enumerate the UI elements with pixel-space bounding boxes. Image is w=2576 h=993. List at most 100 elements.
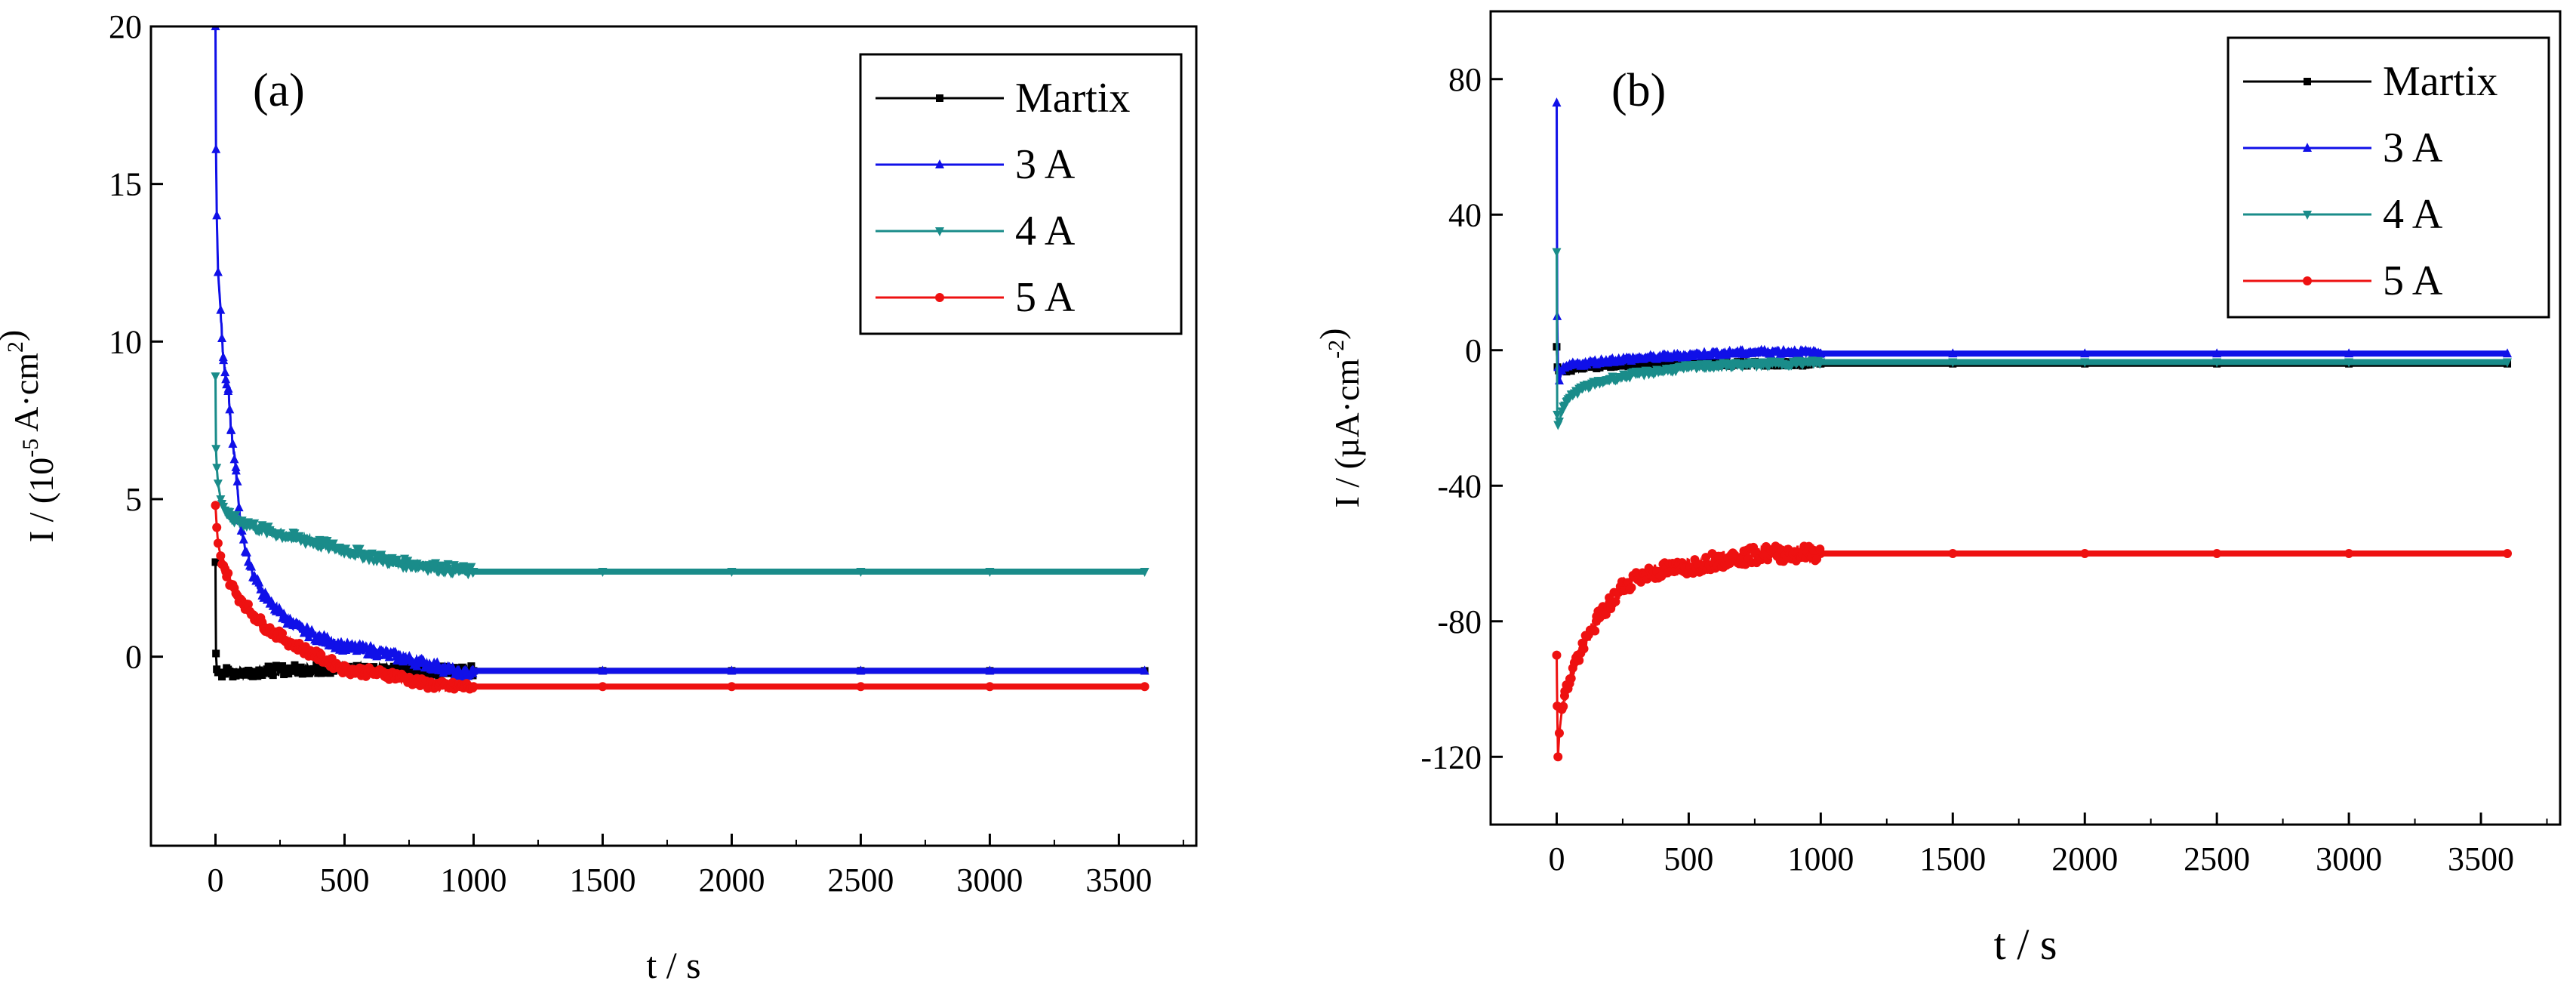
data-point [316,649,326,659]
data-point [727,682,737,692]
x-tick-label: 1000 [1787,840,1854,877]
x-tick-label: 500 [319,862,369,899]
y-label-part: 2 [3,341,28,353]
y-tick-label: -80 [1437,603,1482,640]
legend-marker [2303,143,2312,152]
data-point [435,561,445,571]
data-point [1590,626,1600,636]
data-point [985,665,995,675]
data-point [216,495,226,504]
data-point [2212,348,2222,358]
data-point [467,662,475,671]
data-point [1815,348,1825,358]
data-point [269,671,277,680]
data-point [1815,359,1825,369]
x-axis-label: t / s [646,944,700,986]
series-3-a [1552,97,2513,385]
x-axis-label: t / s [1994,920,2057,969]
data-point [217,333,227,343]
data-point [312,661,321,669]
data-point [1140,665,1150,675]
legend-label: 3 A [1015,141,1076,188]
data-point [432,657,442,667]
y-label-part: I / (10 [22,458,60,542]
data-point [1948,348,1958,358]
data-point [1554,728,1564,738]
data-point [312,636,322,646]
data-point [311,665,319,673]
data-point [232,476,242,486]
data-point [212,649,220,658]
y-tick-label: 15 [109,166,142,203]
data-point [220,367,230,377]
series-5-a [211,501,1150,694]
x-tick-label: 1000 [440,862,506,899]
data-point [1812,554,1822,564]
data-point [431,559,441,569]
data-point [1579,644,1589,654]
x-tick-label: 2500 [2184,840,2250,877]
data-point [468,668,478,677]
y-label-part: A·cm [7,353,45,439]
data-point [985,682,995,692]
panel-label: (a) [253,65,305,116]
data-point [1611,597,1620,606]
data-point [2344,348,2354,358]
data-point [231,510,241,520]
data-point [322,631,332,641]
series-4-a [1552,248,2513,430]
data-point [211,143,221,153]
data-point [211,445,221,455]
y-tick-label: 5 [125,481,142,518]
data-point [468,569,478,578]
y-tick-label: -40 [1437,467,1482,504]
axes-frame [149,25,1198,847]
series-line [1556,543,2507,757]
x-tick-label: 3000 [956,862,1023,899]
x-tick-label: 0 [1548,840,1565,877]
data-point [214,668,222,677]
data-point [435,671,443,680]
data-point [856,567,866,577]
data-point [1566,674,1576,683]
y-tick-label: -120 [1420,739,1482,776]
x-tick-label: 500 [1663,840,1713,877]
data-point [243,600,253,609]
data-point [211,501,220,510]
data-point [2080,348,2090,358]
data-point [237,525,247,535]
y-tick-label: 10 [109,323,142,360]
x-tick-label: 1500 [569,862,636,899]
data-point [2080,358,2090,368]
legend-box [859,53,1183,335]
data-point [2503,358,2513,368]
data-point [255,666,263,674]
data-point [221,670,229,678]
data-point [216,304,226,314]
data-point [221,374,231,384]
legend-label: 5 A [2383,258,2443,304]
data-point [266,663,274,671]
data-point [355,544,365,554]
data-point [1574,655,1584,665]
data-point [1552,97,1562,107]
data-point [213,267,223,276]
data-point [229,454,239,464]
plot-area [211,26,1150,694]
data-point [2503,549,2513,558]
data-point [213,480,223,489]
y-label-part: I / (µA·cm [1328,359,1366,508]
data-point [234,502,244,512]
legend-label: 3 A [2383,125,2443,171]
series-5-a [1552,541,2513,762]
data-point [211,558,220,566]
data-point [239,534,248,544]
data-point [213,538,223,548]
data-point [211,372,220,382]
data-point [1631,568,1641,578]
chart-panel-a: 0 500 1000 1500 2000 2500 3000 3500 0 5 10 15 20 (a) t… [0,8,1198,986]
panel-label: (b) [1611,65,1666,116]
x-tick-label: 3000 [2316,840,2382,877]
data-point [1140,682,1150,692]
